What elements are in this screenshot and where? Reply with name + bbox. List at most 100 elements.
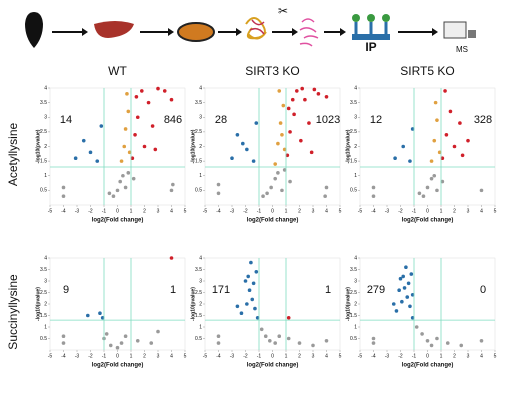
point	[429, 343, 434, 348]
point	[394, 309, 399, 313]
x-tick-label: 5	[184, 208, 187, 214]
point	[235, 133, 240, 137]
x-tick-label: 2	[143, 353, 146, 359]
point	[303, 97, 307, 102]
x-tick-label: 3	[467, 353, 470, 359]
arrow-head	[168, 28, 174, 36]
x-tick-label: 2	[298, 353, 301, 359]
x-tick-label: 1	[440, 208, 443, 214]
x-tick-label: -1	[102, 353, 107, 359]
point	[295, 89, 299, 93]
y-tick-label: 1	[354, 173, 357, 179]
x-tick-label: -5	[203, 208, 208, 214]
x-tick-label: -2	[398, 353, 403, 359]
antibody-icon	[367, 14, 375, 22]
point	[420, 332, 424, 336]
point	[73, 156, 78, 160]
y-tick-label: 2	[44, 144, 47, 150]
point	[288, 130, 292, 134]
point	[324, 185, 329, 190]
point	[126, 171, 131, 175]
x-tick-label: -1	[102, 208, 107, 214]
x-tick-label: 1	[285, 208, 288, 214]
x-tick-label: 0	[426, 353, 429, 359]
plot-area	[359, 257, 496, 351]
point	[253, 306, 257, 311]
point	[61, 185, 66, 190]
point	[123, 185, 128, 190]
point	[126, 109, 131, 114]
point	[134, 94, 139, 99]
point	[127, 150, 132, 155]
x-tick-label: -3	[385, 353, 390, 359]
point	[286, 106, 291, 111]
point	[429, 159, 434, 163]
y-tick-label: 2	[44, 301, 47, 307]
y-axis-label: -log10(pvalue)	[35, 287, 41, 321]
point	[277, 334, 282, 339]
point	[440, 179, 445, 184]
liver-icon	[94, 21, 134, 38]
y-tick-label: 1.5	[40, 313, 47, 319]
x-tick-label: 0	[271, 353, 274, 359]
point	[312, 87, 317, 92]
count-label: 1	[170, 284, 176, 296]
point	[404, 265, 408, 270]
point	[169, 188, 174, 193]
point	[432, 173, 437, 178]
point	[88, 150, 93, 155]
point	[123, 127, 128, 131]
x-tick-label: 5	[339, 353, 342, 359]
point	[444, 133, 449, 137]
point	[299, 138, 303, 143]
count-label: 1	[325, 284, 331, 296]
x-tick-label: 3	[157, 208, 160, 214]
point	[324, 339, 329, 343]
point	[408, 304, 412, 309]
point	[241, 141, 245, 146]
point	[398, 276, 403, 281]
y-tick-label: 1.5	[195, 313, 202, 319]
point	[397, 288, 401, 293]
x-tick-label: 0	[116, 208, 119, 214]
y-tick-label: 4	[354, 255, 357, 261]
y-tick-label: 3.5	[350, 267, 357, 273]
x-tick-label: -1	[412, 208, 417, 214]
x-tick-label: 5	[494, 208, 497, 214]
ms-label: MS	[456, 45, 468, 54]
point	[115, 188, 120, 193]
point	[324, 94, 329, 99]
y-axis-label: -log10(pvalue)	[345, 287, 351, 321]
y-tick-label: 4	[199, 255, 202, 261]
column-title: WT	[108, 64, 127, 78]
point	[445, 341, 450, 345]
x-tick-label: -4	[61, 208, 66, 214]
x-tick-label: 5	[494, 353, 497, 359]
y-tick-label: 2	[354, 144, 357, 150]
y-tick-label: 1	[199, 324, 202, 330]
point	[255, 316, 260, 320]
scissors-icon: ✂	[278, 4, 288, 18]
point	[277, 89, 282, 93]
y-tick-label: 4	[44, 255, 47, 261]
point	[297, 341, 302, 345]
x-tick-label: -3	[385, 208, 390, 214]
point	[100, 316, 105, 320]
y-tick-label: 4	[44, 85, 47, 91]
x-tick-label: -5	[48, 208, 53, 214]
point	[95, 159, 100, 163]
y-tick-label: 3	[354, 115, 357, 121]
y-tick-label: 0.5	[195, 188, 202, 194]
point	[235, 304, 240, 309]
point	[433, 100, 438, 105]
count-label: 279	[367, 284, 385, 296]
point	[285, 153, 290, 158]
point	[435, 336, 439, 341]
x-tick-label: 2	[143, 208, 146, 214]
x-tick-label: -2	[243, 353, 248, 359]
bead-icon	[352, 34, 390, 40]
arrow-head	[340, 28, 346, 36]
plot-area	[49, 257, 186, 351]
point	[286, 336, 291, 341]
x-tick-label: -4	[61, 353, 66, 359]
